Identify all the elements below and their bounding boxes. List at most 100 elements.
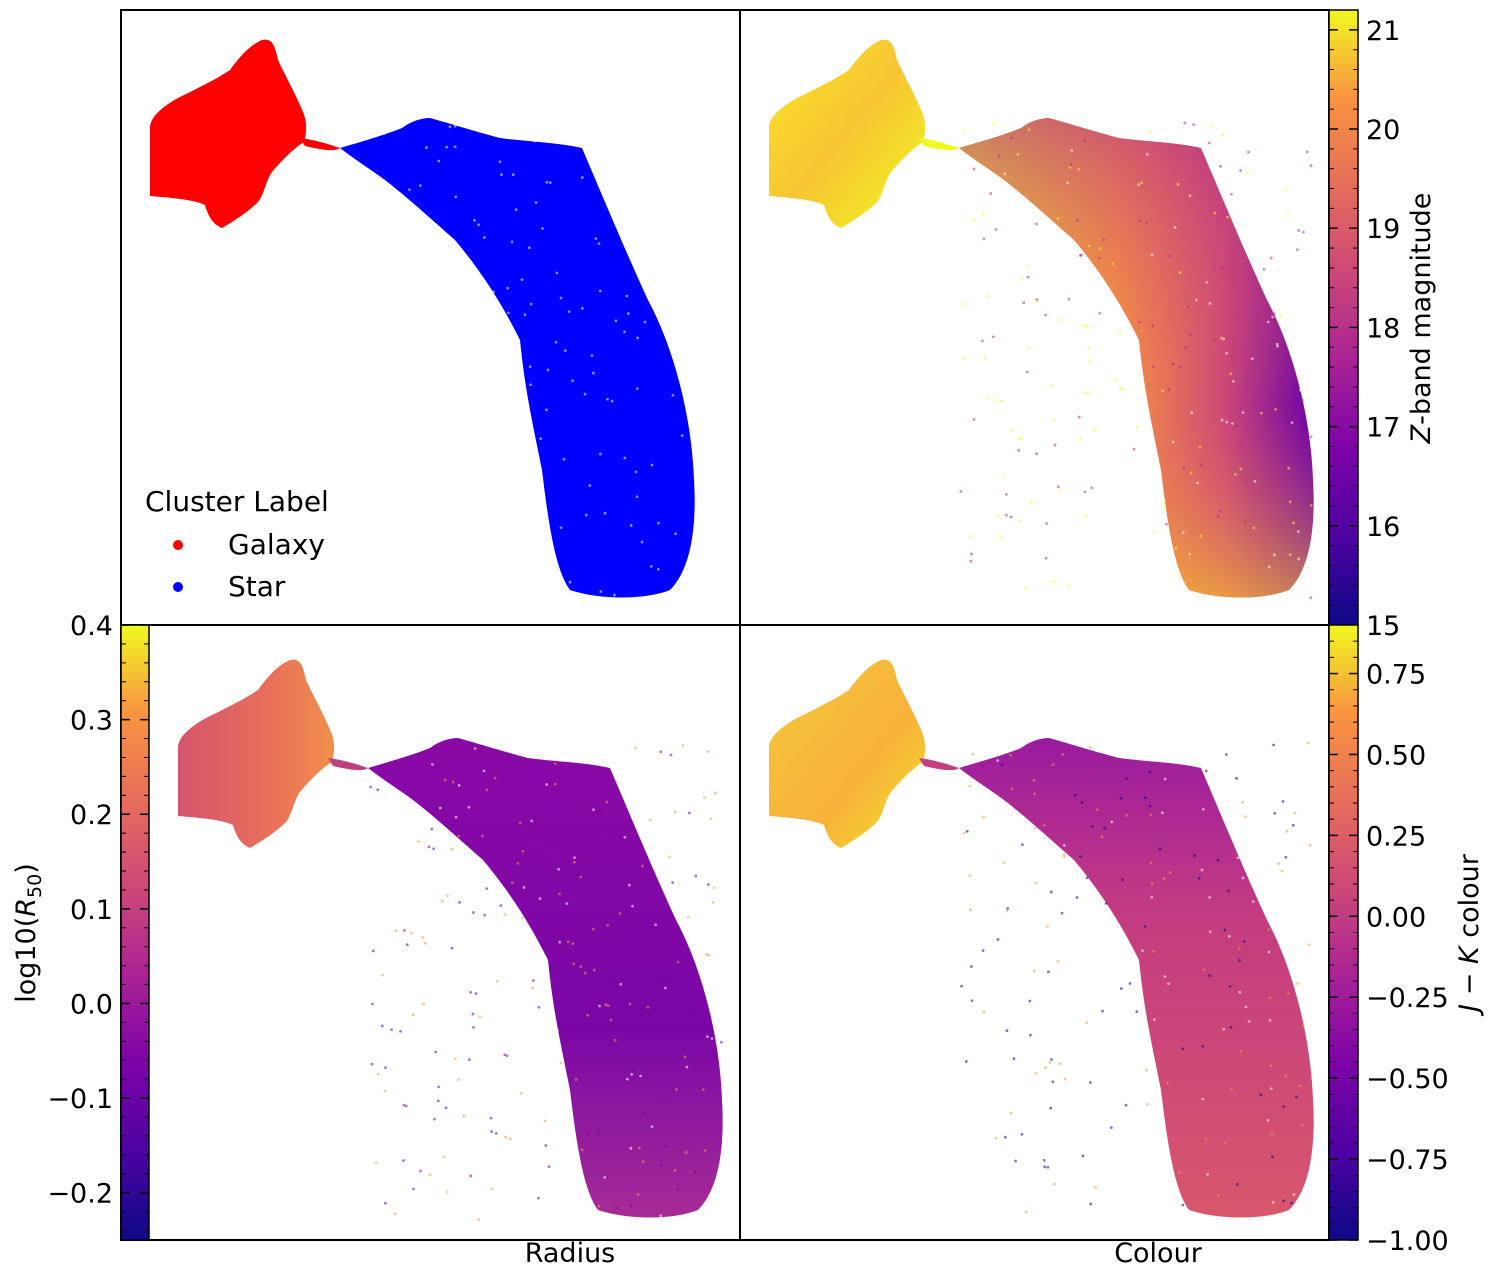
scatter-speckle (1186, 305, 1190, 309)
scatter-speckle (1298, 1084, 1301, 1088)
scatter-speckle (1083, 139, 1087, 142)
scatter-speckle (396, 413, 400, 417)
scatter-speckle (1201, 1044, 1205, 1048)
scatter-speckle (520, 1068, 524, 1072)
scatter-speckle (1199, 534, 1203, 538)
panel-bottom-left (178, 659, 723, 1221)
scatter-speckle (975, 579, 979, 582)
scatter-speckle (1225, 351, 1229, 355)
scatter-speckle (637, 1146, 641, 1150)
scatter-speckle (1089, 1202, 1093, 1206)
scatter-speckle (510, 240, 514, 244)
scatter-speckle (1025, 226, 1028, 229)
scatter-speckle (597, 242, 601, 245)
scatter-speckle (580, 176, 584, 179)
scatter-speckle (971, 753, 975, 756)
scatter-speckle (1020, 1132, 1024, 1136)
scatter-speckle (1135, 1010, 1139, 1013)
scatter-speckle (626, 312, 630, 315)
scatter-speckle (404, 1104, 408, 1108)
scatter-speckle (436, 766, 439, 770)
zmag-clump (769, 39, 926, 228)
scatter-speckle (478, 1015, 482, 1019)
scatter-speckle (1034, 881, 1037, 885)
scatter-speckle (969, 997, 973, 1001)
scatter-speckle (706, 750, 710, 754)
series-galaxy (150, 39, 340, 228)
scatter-speckle (571, 942, 575, 946)
scatter-speckle (1051, 1080, 1055, 1084)
colorbar-r50-tick-label: −0.2 (47, 1179, 113, 1210)
scatter-speckle (1183, 121, 1187, 125)
scatter-speckle (506, 583, 509, 586)
scatter-speckle (686, 915, 690, 919)
scatter-speckle (1222, 337, 1226, 341)
scatter-speckle (1151, 324, 1154, 328)
scatter-speckle (1167, 254, 1171, 258)
scatter-speckle (702, 1023, 706, 1027)
scatter-speckle (433, 1117, 436, 1121)
scatter-speckle (554, 340, 558, 344)
scatter-speckle (1269, 256, 1273, 260)
scatter-speckle (1239, 1049, 1243, 1053)
scatter-speckle (510, 881, 514, 885)
scatter-speckle (467, 941, 471, 945)
scatter-speckle (460, 885, 464, 889)
scatter-speckle (1246, 171, 1249, 175)
scatter-speckle (1098, 247, 1102, 250)
colorbar-jk-tick-label: −0.75 (1366, 1145, 1449, 1176)
scatter-speckle (548, 181, 552, 185)
scatter-speckle (657, 979, 660, 982)
scatter-speckle (625, 294, 629, 298)
scatter-speckle (1102, 534, 1106, 538)
scatter-speckle (527, 246, 531, 250)
scatter-speckle (493, 776, 497, 780)
scatter-speckle (574, 1078, 578, 1081)
scatter-speckle (1270, 1132, 1274, 1136)
scatter-speckle (648, 752, 651, 756)
scatter-speckle (1044, 313, 1047, 317)
scatter-speckle (505, 1054, 509, 1058)
scatter-speckle (443, 778, 447, 782)
scatter-speckle (489, 397, 493, 401)
scatter-speckle (1205, 280, 1209, 284)
scatter-speckle (1051, 763, 1055, 767)
scatter-speckle (1163, 498, 1167, 502)
scatter-speckle (1118, 1187, 1122, 1191)
scatter-speckle (1109, 590, 1113, 593)
scatter-speckle (1154, 1086, 1158, 1090)
scatter-speckle (1182, 466, 1186, 470)
colorbar-jk-tick-label: 0.50 (1366, 740, 1426, 771)
scatter-speckle (1309, 504, 1313, 507)
colorbar-zmag-label: Z-band magnitude (1406, 193, 1437, 445)
scatter-speckle (1005, 909, 1009, 913)
scatter-speckle (1237, 199, 1241, 203)
scatter-speckle (543, 593, 547, 597)
scatter-speckle (450, 848, 454, 851)
scatter-speckle (1079, 253, 1083, 257)
scatter-speckle (1035, 298, 1039, 301)
scatter-speckle (411, 794, 415, 798)
scatter-speckle (959, 489, 963, 493)
scatter-speckle (689, 596, 693, 600)
scatter-speckle (1050, 1197, 1054, 1201)
colorbar-jk: 0.75 0.50 0.25 0.00 −0.25 −0.50 −0.75 −1.00 J −… (1328, 624, 1485, 1257)
scatter-speckle (534, 201, 538, 204)
scatter-speckle (977, 937, 981, 941)
scatter-speckle (981, 949, 985, 952)
scatter-speckle (1087, 359, 1091, 363)
scatter-speckle (545, 408, 548, 412)
scatter-speckle (504, 1135, 507, 1139)
scatter-speckle (1283, 188, 1287, 192)
scatter-speckle (399, 563, 403, 567)
scatter-speckle (1305, 150, 1309, 154)
scatter-speckle (603, 511, 607, 515)
scatter-speckle (480, 834, 484, 838)
scatter-speckle (1010, 787, 1014, 791)
scatter-speckle (466, 335, 469, 339)
scatter-speckle (1038, 486, 1042, 490)
scatter-speckle (488, 372, 492, 376)
scatter-speckle (427, 555, 431, 559)
scatter-speckle (1069, 163, 1073, 166)
scatter-speckle (588, 484, 592, 487)
